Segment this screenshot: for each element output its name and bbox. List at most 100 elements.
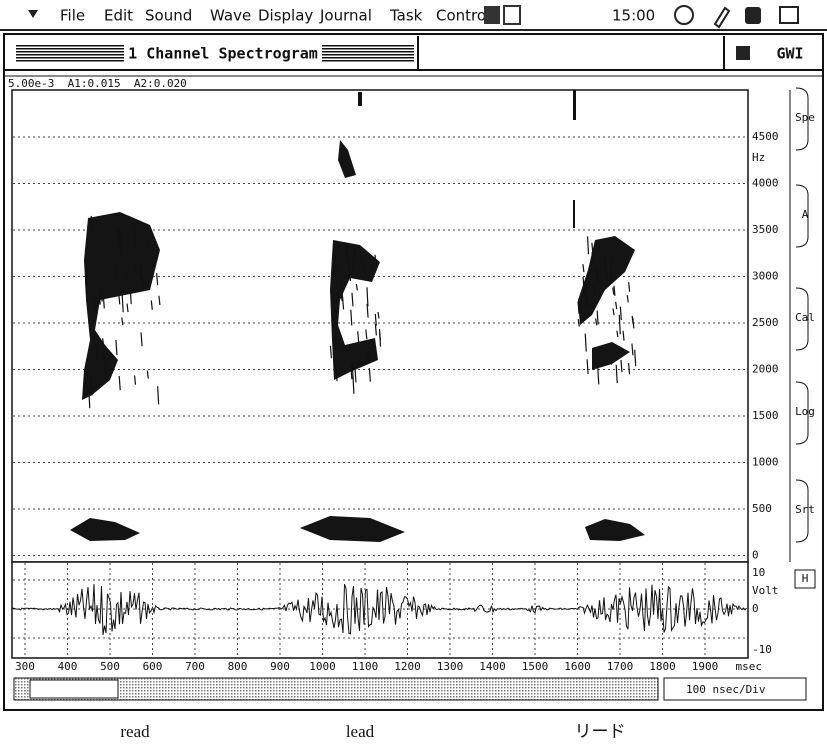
side-button[interactable]: Srt bbox=[795, 503, 815, 516]
time-label: 1800 bbox=[649, 660, 676, 673]
texture bbox=[354, 366, 357, 383]
texture bbox=[609, 358, 613, 365]
freq-label: 0 bbox=[752, 549, 759, 562]
texture bbox=[613, 285, 616, 296]
stripes bbox=[322, 44, 414, 62]
badge[interactable]: GWI bbox=[776, 45, 803, 63]
texture bbox=[612, 308, 615, 316]
texture bbox=[350, 365, 353, 380]
side-button-frame[interactable] bbox=[795, 381, 809, 445]
menu-item[interactable]: Wave bbox=[210, 7, 251, 25]
burst bbox=[358, 92, 362, 106]
texture bbox=[344, 244, 347, 259]
freq-label: 2000 bbox=[752, 363, 779, 376]
time-label: 1300 bbox=[437, 660, 464, 673]
texture bbox=[353, 248, 357, 261]
texture bbox=[84, 279, 88, 294]
waveform-button[interactable]: H bbox=[802, 572, 809, 585]
texture bbox=[133, 237, 136, 247]
waveform-button-box[interactable] bbox=[794, 569, 816, 589]
side-button-frame[interactable] bbox=[795, 184, 809, 248]
side-button[interactable]: Cal bbox=[795, 311, 815, 324]
texture bbox=[86, 272, 89, 284]
scroll-thumb[interactable] bbox=[29, 679, 119, 699]
texture bbox=[605, 266, 608, 282]
time-label: 1200 bbox=[394, 660, 421, 673]
menu-item[interactable]: Task bbox=[389, 7, 423, 25]
texture bbox=[597, 267, 600, 284]
help-icon[interactable] bbox=[674, 5, 694, 25]
menu-item[interactable]: Display bbox=[258, 7, 313, 25]
burst bbox=[573, 200, 575, 228]
texture bbox=[340, 294, 343, 302]
caption: lead bbox=[346, 722, 375, 741]
texture bbox=[129, 287, 132, 305]
burst bbox=[573, 90, 576, 120]
menu-item[interactable]: Sound bbox=[145, 7, 192, 25]
scroll-bar[interactable] bbox=[13, 677, 659, 701]
apple-menu-icon[interactable] bbox=[28, 10, 38, 18]
texture bbox=[335, 365, 338, 382]
texture bbox=[378, 332, 382, 341]
texture bbox=[357, 331, 360, 343]
finder-icon[interactable] bbox=[745, 7, 761, 24]
volt-label: Volt bbox=[752, 584, 779, 597]
texture bbox=[591, 242, 594, 254]
menu-item[interactable]: File bbox=[60, 7, 85, 25]
texture bbox=[620, 359, 623, 373]
time-label: 400 bbox=[58, 660, 78, 673]
texture bbox=[582, 264, 585, 273]
side-button-frame[interactable] bbox=[795, 479, 809, 543]
app-icon[interactable] bbox=[503, 5, 521, 25]
menu-item[interactable]: Control bbox=[436, 7, 490, 25]
caption: リード bbox=[575, 722, 626, 741]
texture bbox=[609, 264, 613, 280]
badge-icon bbox=[736, 46, 750, 60]
side-button-frame[interactable] bbox=[795, 287, 809, 351]
texture bbox=[102, 295, 105, 309]
side-button[interactable]: A bbox=[802, 208, 809, 221]
menu-item[interactable]: Edit bbox=[104, 7, 133, 25]
texture bbox=[615, 364, 618, 384]
window-menu-icon[interactable] bbox=[779, 6, 799, 24]
spectrogram-panel bbox=[11, 89, 749, 563]
texture bbox=[158, 295, 161, 306]
texture bbox=[610, 253, 613, 270]
texture bbox=[374, 313, 377, 326]
texture bbox=[634, 349, 637, 367]
time-label: 900 bbox=[270, 660, 290, 673]
side-button[interactable]: Log bbox=[795, 405, 815, 418]
time-label: 1000 bbox=[309, 660, 336, 673]
side-button[interactable]: Spe bbox=[795, 111, 815, 124]
texture bbox=[595, 268, 598, 282]
texture bbox=[348, 265, 352, 281]
side-button-frame[interactable] bbox=[795, 87, 809, 151]
texture bbox=[593, 283, 596, 294]
texture bbox=[115, 265, 118, 283]
app-icon[interactable] bbox=[484, 6, 500, 24]
texture bbox=[146, 370, 149, 379]
menu-item[interactable]: Journal bbox=[319, 7, 372, 25]
time-label: 600 bbox=[143, 660, 163, 673]
time-label: 1600 bbox=[564, 660, 591, 673]
formant bbox=[338, 140, 356, 178]
texture bbox=[134, 264, 137, 274]
texture bbox=[115, 339, 118, 356]
scale-label: 100 nsec/Div bbox=[686, 683, 766, 696]
texture bbox=[615, 301, 618, 310]
texture bbox=[577, 301, 580, 314]
formant bbox=[300, 516, 405, 542]
freq-label: 1500 bbox=[752, 409, 779, 422]
freq-label: 4500 bbox=[752, 130, 779, 143]
texture bbox=[577, 318, 580, 327]
texture bbox=[331, 291, 335, 305]
texture bbox=[121, 317, 124, 326]
texture bbox=[622, 330, 625, 341]
scale-box[interactable] bbox=[663, 677, 807, 701]
status-line: 5.00e-3 A1:0.015 A2:0.020 bbox=[8, 77, 187, 90]
stripes bbox=[16, 44, 124, 62]
pen-icon[interactable] bbox=[713, 6, 731, 29]
freq-label: 3000 bbox=[752, 270, 779, 283]
texture bbox=[584, 333, 587, 352]
texture bbox=[351, 363, 354, 380]
